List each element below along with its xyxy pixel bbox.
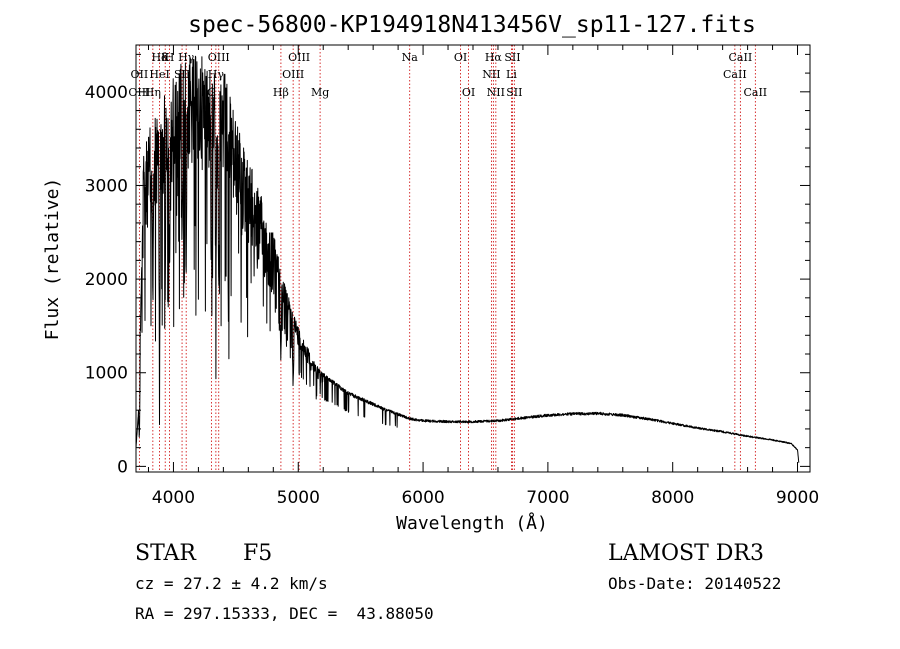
object-class: STAR bbox=[135, 541, 196, 566]
line-label: CaII bbox=[729, 51, 753, 64]
y-axis-ticks: 0 1000 2000 3000 4000 bbox=[85, 53, 810, 477]
line-label: SII bbox=[174, 68, 190, 81]
survey-name: LAMOST DR3 bbox=[608, 541, 764, 566]
line-label: HeI bbox=[149, 68, 169, 81]
line-label: SII bbox=[506, 86, 522, 99]
y-tick-label: 4000 bbox=[85, 83, 128, 103]
x-tick-label: 7000 bbox=[526, 488, 569, 508]
line-label: NII bbox=[487, 86, 505, 99]
line-label: Hη bbox=[145, 86, 161, 99]
line-label: Na bbox=[402, 51, 419, 64]
chart-title: spec-56800-KP194918N413456V_sp11-127.fit… bbox=[188, 12, 756, 38]
line-label: CaII bbox=[723, 68, 747, 81]
plot-frame bbox=[135, 44, 811, 473]
y-tick-label: 2000 bbox=[85, 270, 128, 290]
y-axis-label: Flux (relative) bbox=[42, 178, 63, 341]
line-label: CaII bbox=[743, 86, 767, 99]
x-axis-label: Wavelength (Å) bbox=[396, 512, 548, 534]
line-label: Hγ bbox=[208, 68, 225, 81]
obs-date: Obs-Date: 20140522 bbox=[608, 574, 782, 593]
spectral-line-markers bbox=[138, 45, 756, 472]
line-label: Hβ bbox=[273, 86, 289, 99]
coordinates: RA = 297.15333, DEC = 43.88050 bbox=[135, 604, 434, 623]
x-tick-label: 4000 bbox=[152, 488, 195, 508]
x-tick-label: 9000 bbox=[776, 488, 819, 508]
line-label: Hδ bbox=[151, 51, 168, 64]
y-tick-label: 0 bbox=[117, 457, 128, 477]
y-tick-label: 3000 bbox=[85, 176, 128, 196]
y-tick-label: 1000 bbox=[85, 364, 128, 384]
spectrum-line bbox=[135, 55, 800, 463]
line-label: H bbox=[165, 51, 175, 64]
line-label: Li bbox=[506, 68, 517, 81]
line-label: Hα bbox=[485, 51, 503, 64]
line-label: Hγ bbox=[178, 51, 195, 64]
line-label: OIII bbox=[282, 68, 304, 81]
line-label: OII bbox=[131, 68, 149, 81]
line-label: OIII bbox=[128, 86, 150, 99]
redshift-readout: cz = 27.2 ± 4.2 km/s bbox=[135, 574, 328, 593]
x-tick-label: 5000 bbox=[277, 488, 320, 508]
line-label: OI bbox=[454, 51, 467, 64]
x-tick-label: 8000 bbox=[651, 488, 694, 508]
line-label: Mg bbox=[311, 86, 329, 99]
line-label: NII bbox=[482, 68, 500, 81]
line-label: SII bbox=[504, 51, 520, 64]
line-label: G bbox=[207, 86, 216, 99]
line-label: OIII bbox=[208, 51, 230, 64]
x-tick-label: 6000 bbox=[401, 488, 444, 508]
line-label: OI bbox=[462, 86, 475, 99]
line-label: OIII bbox=[288, 51, 310, 64]
x-axis-ticks: 4000 5000 6000 7000 8000 9000 bbox=[147, 45, 819, 508]
line-label: K bbox=[161, 51, 170, 64]
object-subclass: F5 bbox=[243, 541, 273, 566]
